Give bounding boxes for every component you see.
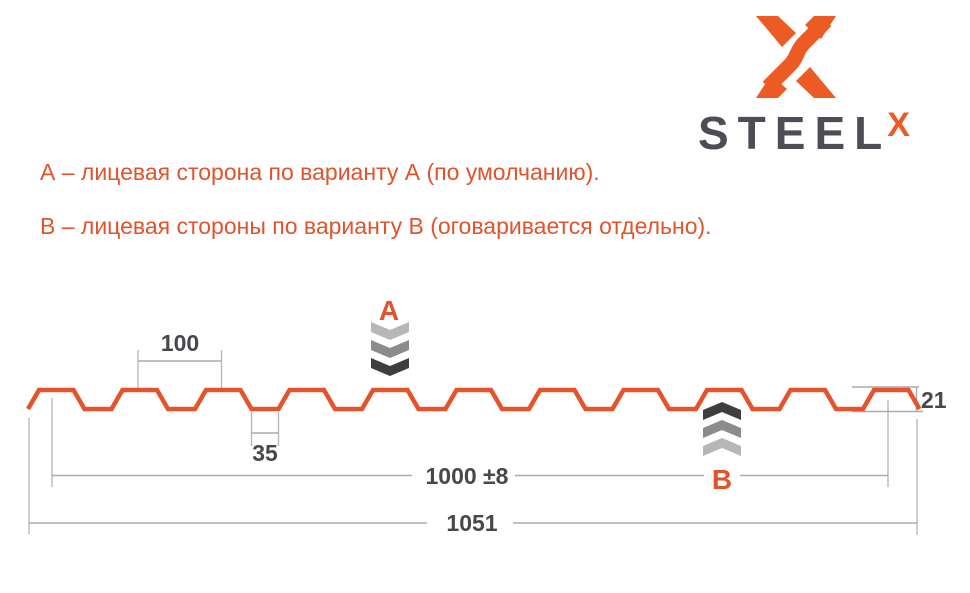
brand-line: STEELX [698, 106, 914, 160]
dim-full-width: 1051 [28, 418, 918, 536]
chevron-down-icon [371, 322, 409, 340]
marker-b-backdrop [705, 461, 739, 493]
dim-bottom-flat: 35 [250, 412, 280, 466]
steelx-logo-icon [756, 15, 836, 98]
dim-bottom-flat-label: 35 [252, 440, 278, 466]
dim-height-label: 21 [921, 387, 947, 413]
dim-pitch-label: 100 [161, 330, 199, 356]
note-line-a: А – лицевая сторона по варианту А (по ум… [40, 159, 600, 185]
note-line-b: В – лицевая стороны по варианту В (огова… [40, 213, 712, 239]
logo-bottom-right-arm [796, 67, 836, 98]
marker-b-label: B [712, 464, 732, 495]
brand-x-letter: X [887, 106, 910, 144]
logo-top-left-arm [756, 16, 796, 47]
logo-diagonal-strip [762, 15, 832, 93]
dim-height: 21 [852, 386, 947, 413]
logo: STEELX [698, 10, 938, 159]
chevron-down-icon [371, 340, 409, 358]
marker-b: B [703, 402, 741, 495]
logo-top-right-arm [805, 16, 836, 39]
chevron-up-icon [703, 438, 741, 456]
marker-a-label: A [379, 295, 399, 326]
logo-bottom-left-arm [756, 75, 787, 98]
chevron-up-icon [703, 420, 741, 438]
dim-pitch: 100 [137, 330, 223, 391]
dim-working-width: 1000 ±8 [51, 398, 889, 489]
profile-outline [26, 387, 922, 412]
chevron-up-icon [703, 402, 741, 420]
dim-working-width-label: 1000 ±8 [426, 463, 509, 489]
brand-text: STEEL [698, 107, 892, 159]
chevron-down-icon [371, 358, 409, 376]
dim-full-width-label: 1051 [446, 510, 497, 536]
marker-a: A [371, 295, 409, 376]
